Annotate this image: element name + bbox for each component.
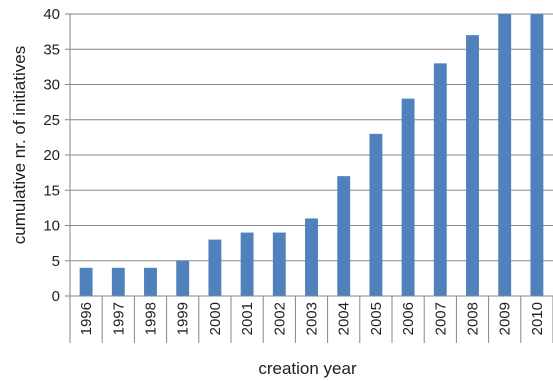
y-tick-label: 25: [43, 112, 60, 129]
x-tick-label: 2000: [207, 302, 224, 335]
x-tick-labels: 1996 1997 1998 1999 2000 2001 2002 2003 2004 2005…: [78, 302, 546, 335]
x-tick-label: 2009: [497, 302, 514, 335]
x-tick-label: 2002: [271, 302, 288, 335]
bar: [466, 35, 479, 297]
x-tick-label: 2007: [432, 302, 449, 335]
x-tick-label: 1996: [78, 302, 95, 335]
y-tick-label: 35: [43, 41, 60, 58]
y-axis-title: cumulative nr. of initiatives: [10, 46, 29, 244]
bar: [337, 176, 351, 296]
x-tick-label: 2001: [239, 302, 256, 335]
bar: [305, 218, 318, 296]
x-tick-label: 2008: [465, 302, 482, 335]
y-tick-label: 5: [52, 253, 60, 270]
y-tick-label: 30: [43, 77, 60, 94]
gridlines: [70, 13, 553, 262]
bar: [433, 63, 447, 296]
bar: [369, 133, 383, 296]
axes: [65, 13, 553, 343]
bar: [79, 267, 93, 296]
bar: [176, 260, 190, 296]
bar: [272, 232, 286, 296]
bar: [144, 267, 157, 296]
y-tick-labels: 0 5 10 15 20 25 30 35 40: [43, 6, 60, 305]
y-tick-label: 10: [43, 218, 60, 235]
y-tick-label: 0: [52, 288, 60, 305]
x-tick-label: 2005: [368, 302, 385, 335]
bar: [498, 14, 512, 296]
x-tick-label: 2006: [400, 302, 417, 335]
x-axis-title: creation year: [258, 359, 357, 378]
x-tick-label: 1999: [175, 302, 192, 335]
bars: [79, 14, 544, 297]
x-tick-label: 2004: [336, 302, 353, 335]
bar: [530, 14, 544, 296]
y-tick-label: 15: [43, 182, 60, 199]
x-tick-label: 1997: [110, 302, 127, 335]
bar: [240, 232, 254, 296]
y-tick-label: 40: [43, 6, 60, 23]
bar: [111, 267, 125, 296]
bar: [401, 98, 415, 296]
x-tick-label: 2010: [529, 302, 546, 335]
x-tick-label: 2003: [304, 302, 321, 335]
bar: [208, 239, 222, 296]
x-tick-label: 1998: [143, 302, 160, 335]
y-tick-label: 20: [43, 147, 60, 164]
